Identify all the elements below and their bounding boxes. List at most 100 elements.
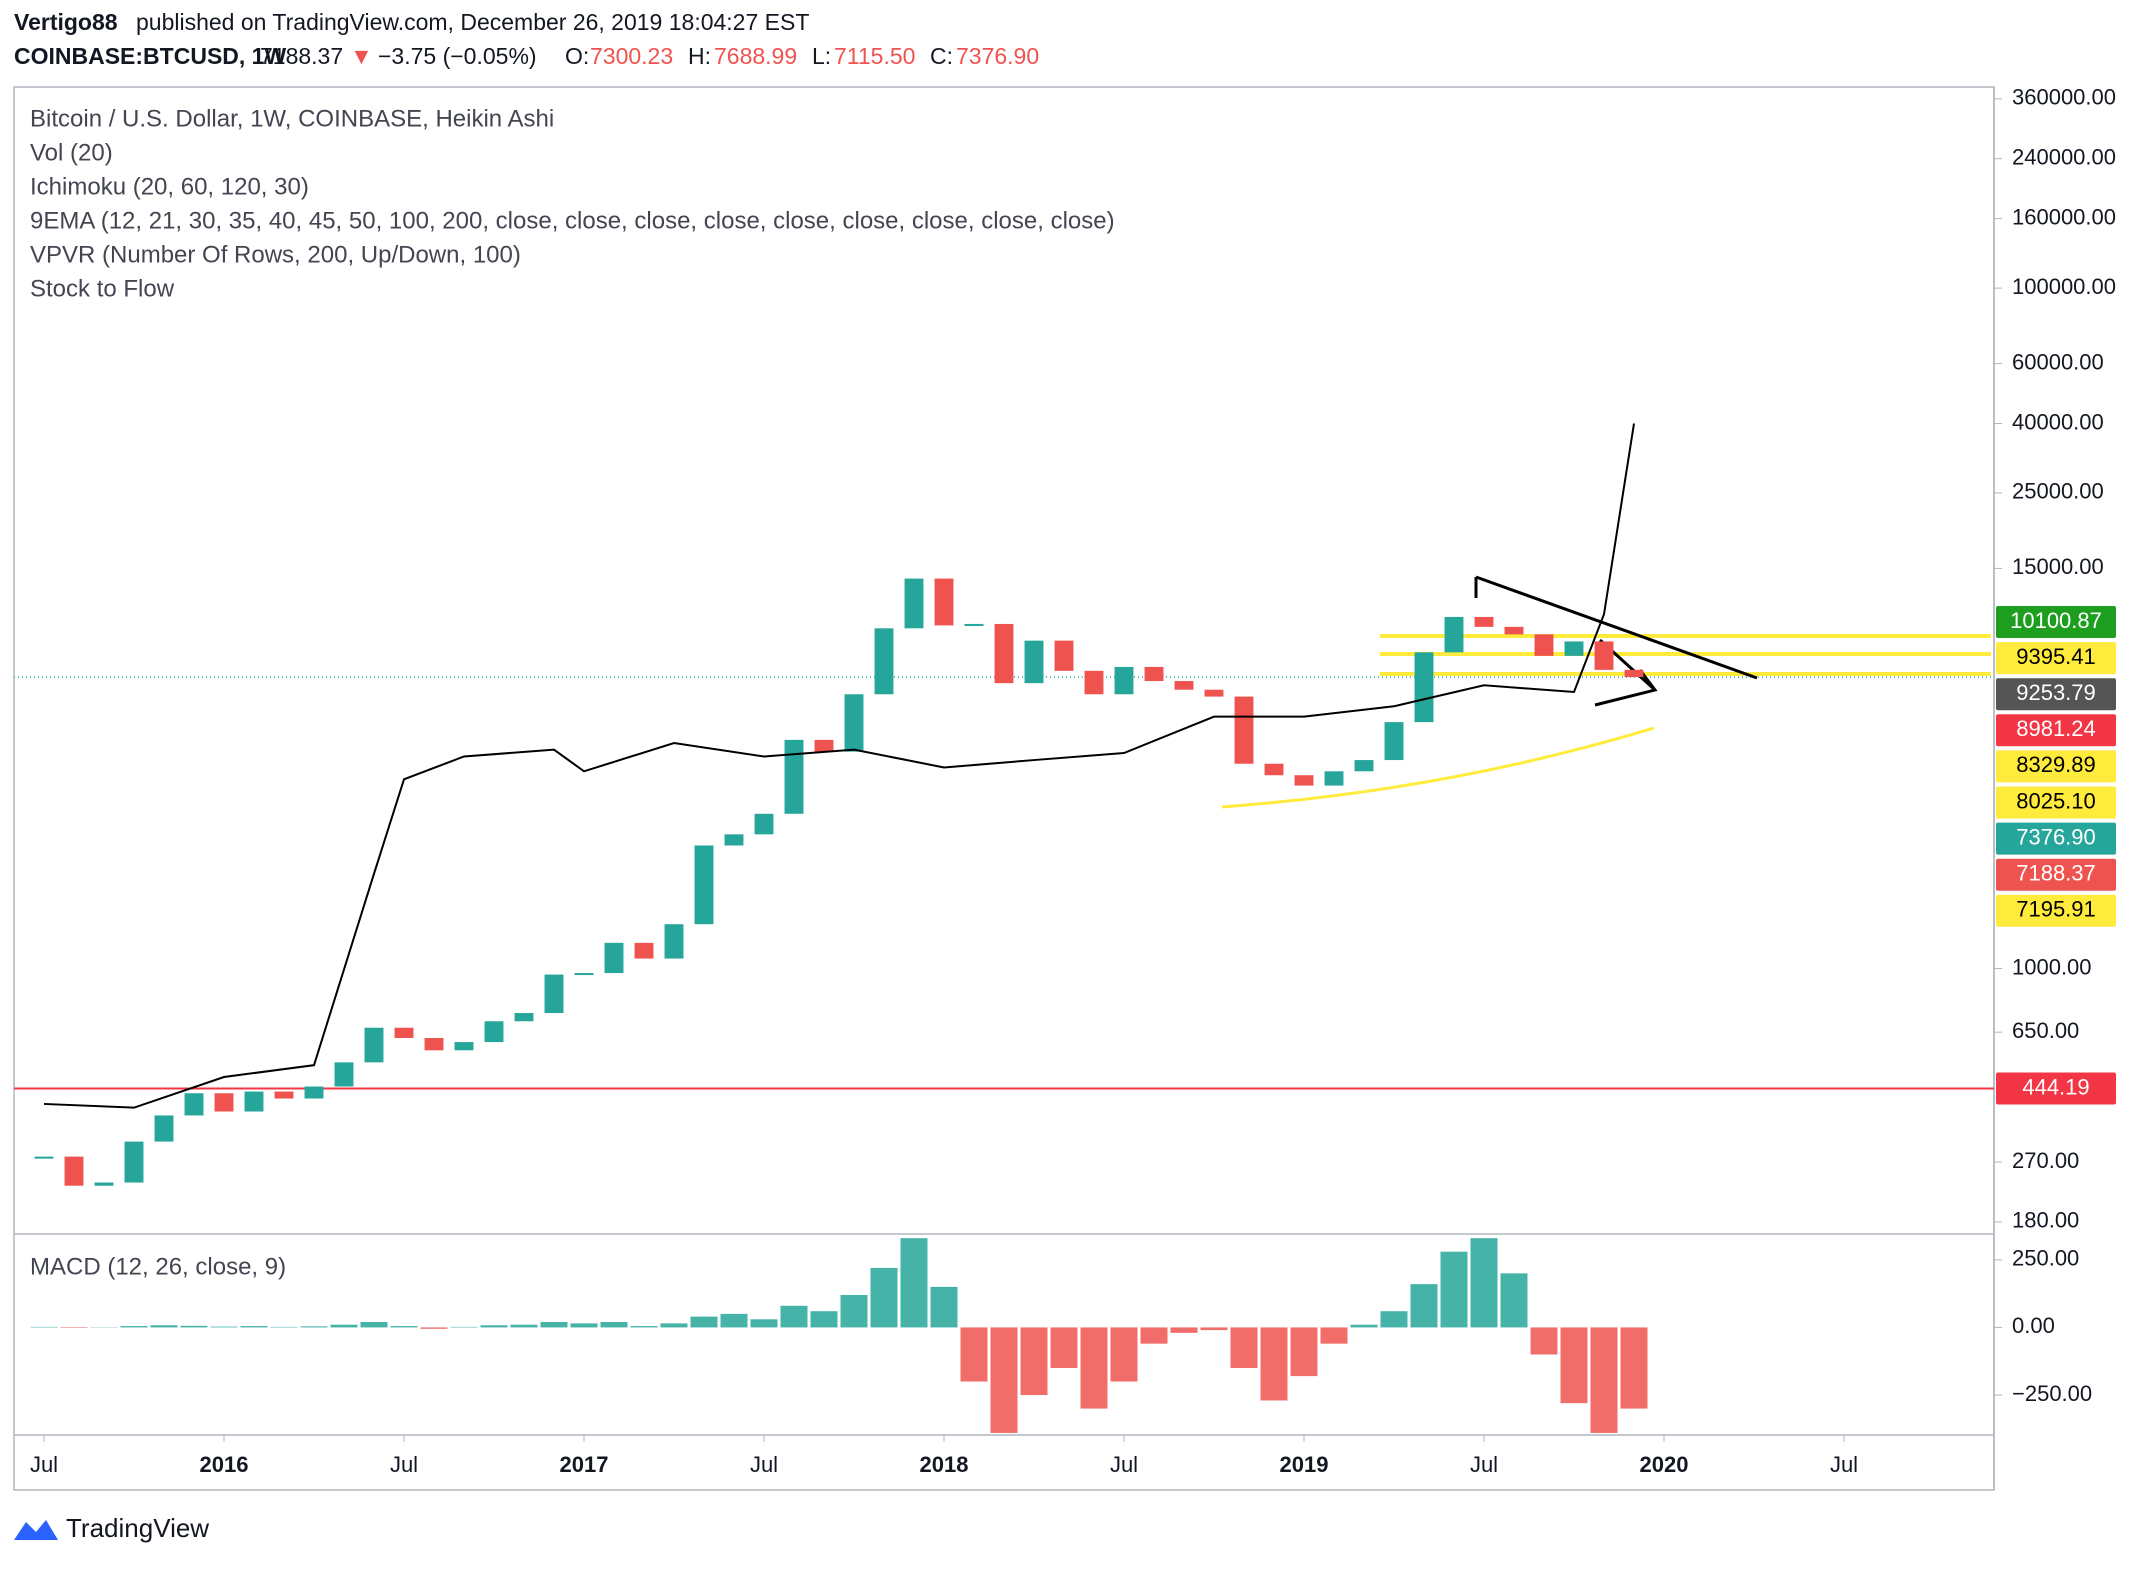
candle-body — [1265, 764, 1284, 776]
price-tag-label: 7188.37 — [2016, 861, 2096, 886]
low-value: 7115.50 — [834, 43, 915, 69]
candle-body — [1325, 771, 1344, 785]
change-arrow: ▼ — [350, 43, 373, 69]
candle-body — [1625, 670, 1644, 677]
macd-bar — [271, 1327, 298, 1328]
close-label: C: — [930, 43, 953, 69]
candle-body — [1145, 667, 1164, 681]
macd-bar — [331, 1325, 358, 1328]
price-tag-label: 8025.10 — [2016, 788, 2096, 813]
macd-bar — [211, 1327, 238, 1328]
macd-bar — [1621, 1327, 1648, 1408]
x-tick-label: 2016 — [200, 1452, 249, 1477]
macd-bar — [241, 1326, 268, 1327]
y-tick-label: 60000.00 — [2012, 349, 2104, 374]
macd-bar — [1411, 1284, 1438, 1327]
symbol: COINBASE:BTCUSD, 1W — [14, 43, 286, 69]
candle-body — [875, 628, 894, 694]
macd-y-tick-label: 250.00 — [2012, 1246, 2079, 1271]
x-tick-label: 2018 — [920, 1452, 969, 1477]
candle-body — [605, 943, 624, 973]
price-tag-label: 9395.41 — [2016, 644, 2096, 669]
candle-body — [95, 1183, 114, 1186]
candle-body — [1595, 641, 1614, 669]
legend-item: Ichimoku (20, 60, 120, 30) — [30, 173, 309, 200]
candle-body — [785, 740, 804, 814]
macd-bar — [1381, 1311, 1408, 1327]
macd-bar — [541, 1322, 568, 1327]
legend-item: Vol (20) — [30, 139, 113, 166]
x-tick-label: Jul — [390, 1452, 418, 1477]
macd-bar — [421, 1327, 448, 1328]
macd-bar — [931, 1287, 958, 1328]
macd-bar — [1591, 1327, 1618, 1432]
price-tag-label: 8981.24 — [2016, 716, 2096, 741]
macd-y-tick-label: −250.00 — [2012, 1381, 2092, 1406]
x-tick-label: Jul — [1110, 1452, 1138, 1477]
price-tag-label: 444.19 — [2022, 1074, 2089, 1099]
macd-bar — [1261, 1327, 1288, 1400]
macd-bar — [301, 1326, 328, 1327]
y-tick-label: 360000.00 — [2012, 85, 2116, 110]
candle-body — [665, 924, 684, 958]
macd-bar — [811, 1311, 838, 1327]
y-tick-label: 270.00 — [2012, 1148, 2079, 1173]
y-tick-label: 180.00 — [2012, 1208, 2079, 1233]
price-tag-label: 10100.87 — [2010, 608, 2102, 633]
candle-body — [995, 624, 1014, 683]
macd-bar — [601, 1322, 628, 1327]
macd-bar — [1291, 1327, 1318, 1376]
macd-bar — [121, 1326, 148, 1327]
candle-body — [245, 1092, 264, 1112]
macd-bar — [451, 1327, 478, 1328]
candle-body — [1445, 617, 1464, 652]
candle-body — [635, 943, 654, 959]
candle-body — [65, 1157, 84, 1186]
legend-item: Stock to Flow — [30, 275, 175, 302]
candle-body — [1475, 617, 1494, 627]
high-value: 7688.99 — [714, 43, 797, 69]
macd-bar — [151, 1325, 178, 1327]
candle-body — [1505, 627, 1524, 635]
macd-bar — [691, 1317, 718, 1328]
candle-body — [695, 845, 714, 924]
candle-body — [1535, 634, 1554, 655]
macd-bar — [661, 1323, 688, 1327]
published: published on TradingView.com, December 2… — [136, 9, 809, 35]
macd-bar — [1081, 1327, 1108, 1408]
macd-bar — [991, 1327, 1018, 1432]
macd-bar — [1171, 1327, 1198, 1332]
x-tick-label: 2017 — [560, 1452, 609, 1477]
price-tag-label: 9253.79 — [2016, 680, 2096, 705]
candle-body — [1055, 641, 1074, 671]
macd-bar — [961, 1327, 988, 1381]
macd-bar — [1051, 1327, 1078, 1368]
candle-body — [905, 579, 924, 629]
legend-item: VPVR (Number Of Rows, 200, Up/Down, 100) — [30, 241, 521, 268]
price-tag-label: 8329.89 — [2016, 752, 2096, 777]
candle-body — [1175, 681, 1194, 690]
candle-body — [185, 1093, 204, 1115]
macd-bar — [1201, 1327, 1228, 1330]
macd-bar — [511, 1325, 538, 1328]
x-tick-label: 2020 — [1640, 1452, 1689, 1477]
candle-body — [275, 1092, 294, 1099]
macd-bar — [1111, 1327, 1138, 1381]
author[interactable]: Vertigo88 — [14, 9, 118, 35]
macd-bar — [1321, 1327, 1348, 1343]
macd-bar — [901, 1238, 928, 1327]
macd-bar — [751, 1319, 778, 1327]
candle-body — [155, 1115, 174, 1141]
y-tick-label: 25000.00 — [2012, 479, 2104, 504]
macd-bar — [1531, 1327, 1558, 1354]
last-price: 7188.37 — [260, 43, 343, 69]
macd-bar — [1471, 1238, 1498, 1327]
high-label: H: — [688, 43, 711, 69]
brand[interactable]: TradingView — [66, 1513, 209, 1543]
y-tick-label: 240000.00 — [2012, 145, 2116, 170]
y-tick-label: 650.00 — [2012, 1018, 2079, 1043]
open-value: 7300.23 — [590, 43, 673, 69]
close-value: 7376.90 — [956, 43, 1039, 69]
candle-body — [815, 740, 834, 752]
